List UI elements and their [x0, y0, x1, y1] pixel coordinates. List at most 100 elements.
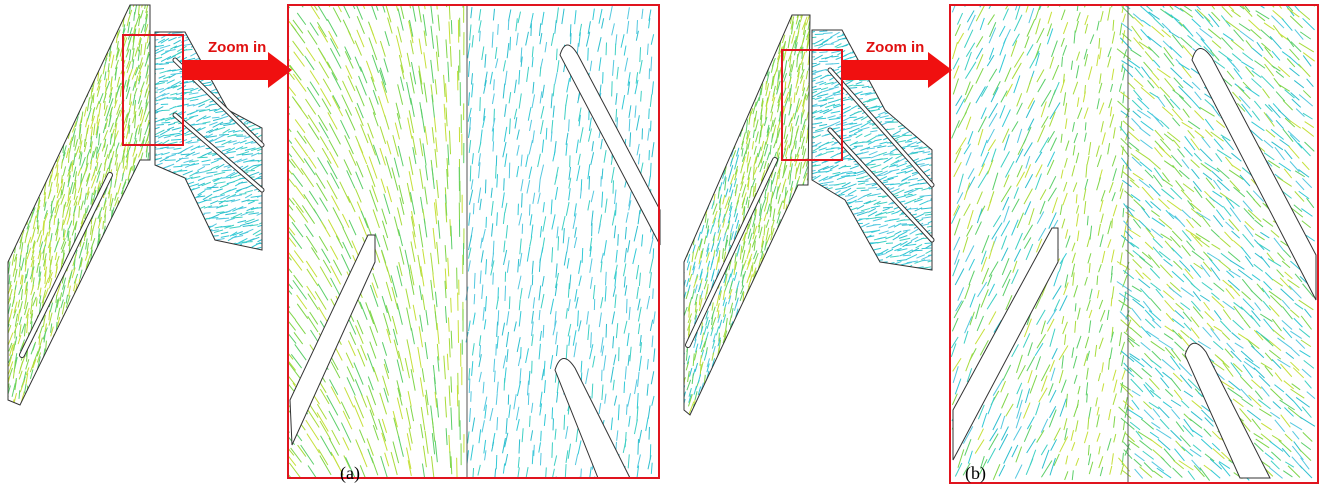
velocity-arrow: [710, 184, 713, 193]
velocity-arrow: [712, 114, 714, 125]
velocity-arrow: [766, 333, 768, 343]
velocity-arrow: [773, 257, 776, 269]
velocity-arrow: [808, 382, 809, 396]
velocity-arrow: [1, 366, 2, 375]
velocity-arrow: [748, 394, 750, 407]
velocity-arrow: [896, 140, 905, 142]
velocity-arrow: [156, 175, 158, 183]
velocity-arrow: [111, 389, 114, 399]
velocity-arrow: [907, 142, 917, 146]
velocity-arrow: [61, 66, 64, 75]
velocity-arrow: [80, 399, 83, 410]
velocity-arrow: [49, 2, 50, 13]
velocity-arrow: [797, 54, 798, 67]
velocity-arrow: [33, 216, 36, 229]
velocity-arrow: [728, 80, 730, 89]
velocity-arrow: [154, 231, 162, 232]
velocity-arrow: [63, 17, 65, 26]
velocity-arrow: [61, 40, 63, 51]
velocity-arrow: [688, 77, 691, 90]
velocity-arrow: [851, 124, 862, 127]
velocity-arrow: [755, 67, 758, 76]
velocity-arrow: [159, 81, 168, 82]
velocity-arrow: [908, 32, 917, 35]
velocity-arrow: [707, 34, 708, 43]
velocity-arrow: [158, 345, 162, 356]
velocity-arrow: [808, 317, 809, 328]
velocity-arrow: [48, 357, 51, 366]
velocity-arrow: [110, 391, 111, 404]
velocity-arrow: [152, 314, 153, 325]
velocity-arrow: [145, 299, 146, 310]
velocity-arrow: [810, 98, 812, 108]
velocity-arrow: [105, 242, 107, 254]
velocity-arrow: [752, 344, 755, 355]
velocity-arrow: [73, 371, 76, 380]
velocity-arrow: [687, 32, 689, 41]
velocity-arrow: [15, 38, 19, 51]
velocity-arrow: [150, 236, 158, 238]
velocity-arrow: [724, 147, 726, 156]
velocity-arrow: [772, 32, 776, 44]
velocity-arrow: [67, 371, 68, 380]
velocity-arrow: [57, 388, 58, 399]
velocity-arrow: [240, 91, 248, 94]
velocity-arrow: [810, 408, 813, 419]
velocity-arrow: [713, 38, 715, 49]
velocity-arrow: [752, 141, 753, 149]
velocity-arrow: [737, 320, 739, 329]
velocity-arrow: [39, 43, 40, 55]
velocity-arrow: [771, 373, 775, 383]
velocity-arrow: [850, 241, 860, 242]
velocity-arrow: [19, 73, 22, 87]
velocity-arrow: [39, 22, 42, 33]
velocity-arrow: [747, 17, 750, 30]
velocity-arrow: [693, 353, 694, 366]
velocity-arrow: [19, 0, 20, 6]
velocity-arrow: [801, 112, 802, 124]
velocity-arrow: [123, 309, 125, 318]
velocity-arrow: [99, 0, 103, 7]
velocity-arrow: [692, 289, 694, 299]
velocity-arrow: [687, 100, 688, 109]
velocity-arrow: [202, 26, 213, 28]
velocity-arrow: [791, 315, 793, 324]
velocity-arrow: [692, 20, 693, 31]
velocity-arrow: [174, 184, 182, 188]
velocity-arrow: [7, 183, 10, 192]
velocity-arrow: [909, 124, 920, 129]
velocity-arrow: [780, 311, 784, 323]
velocity-arrow: [764, 202, 766, 211]
velocity-arrow: [42, 146, 45, 159]
velocity-arrow: [79, 51, 83, 63]
velocity-arrow: [139, 308, 140, 319]
velocity-arrow: [764, 225, 765, 236]
velocity-arrow: [759, 18, 763, 29]
velocity-arrow: [128, 332, 130, 343]
velocity-arrow: [795, 196, 797, 204]
velocity-arrow: [151, 210, 152, 224]
velocity-arrow: [718, 367, 720, 376]
velocity-arrow: [734, 368, 736, 377]
velocity-arrow: [99, 305, 102, 318]
velocity-arrow: [91, 372, 94, 380]
velocity-arrow: [731, 134, 733, 143]
velocity-arrow: [37, 389, 39, 399]
velocity-arrow: [790, 265, 791, 275]
velocity-arrow: [63, 166, 65, 175]
velocity-arrow: [203, 237, 211, 238]
velocity-arrow: [844, 256, 853, 257]
velocity-arrow: [205, 57, 212, 59]
velocity-arrow: [688, 54, 692, 67]
velocity-arrow: [117, 396, 118, 409]
velocity-arrow: [13, 183, 17, 194]
velocity-arrow: [885, 118, 892, 119]
velocity-arrow: [130, 93, 131, 105]
velocity-arrow: [151, 54, 153, 63]
velocity-arrow: [9, 144, 12, 153]
velocity-arrow: [797, 409, 800, 421]
velocity-arrow: [779, 17, 783, 29]
velocity-arrow: [153, 187, 154, 198]
velocity-arrow: [186, 227, 193, 230]
velocity-arrow: [37, 27, 41, 39]
